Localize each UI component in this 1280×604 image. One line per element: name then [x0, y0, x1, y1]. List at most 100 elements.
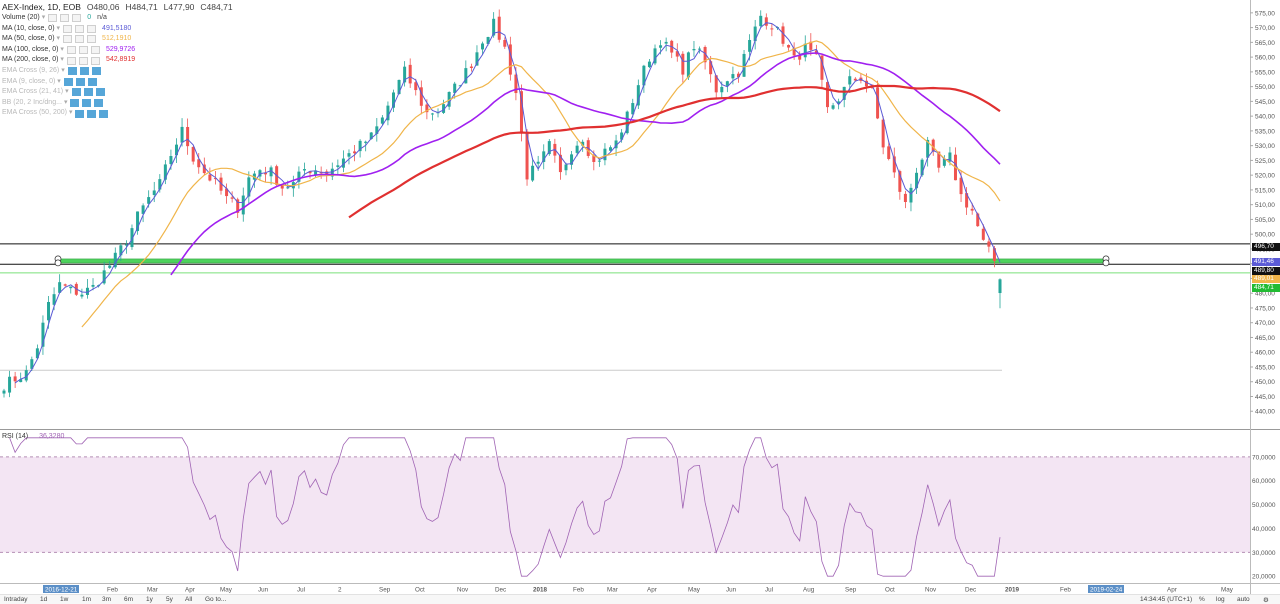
close-icon[interactable]: [95, 88, 105, 97]
ma50-line: [81, 40, 1001, 328]
chevron-down-icon[interactable]: ▾: [56, 35, 61, 43]
candle-body: [408, 64, 412, 84]
close-icon[interactable]: [90, 46, 100, 55]
chevron-down-icon[interactable]: ▾: [68, 109, 73, 117]
eye-icon[interactable]: [63, 35, 73, 44]
candle-body: [141, 205, 145, 214]
eye-icon[interactable]: [71, 88, 81, 97]
eye-icon[interactable]: [75, 109, 85, 118]
indicator-label[interactable]: EMA Cross (21, 41): [2, 88, 64, 96]
candle-body: [631, 103, 635, 115]
indicator-row[interactable]: Volume (20) ▾ 0 n/a: [2, 13, 233, 24]
indicator-label[interactable]: EMA Cross (50, 200): [2, 109, 67, 117]
indicator-label[interactable]: MA (50, close, 0): [2, 35, 55, 43]
log-toggle[interactable]: log: [1216, 596, 1225, 603]
chart-legend: AEX-Index, 1D, EOB O480,06 H484,71 L477,…: [2, 1, 233, 119]
indicator-label[interactable]: MA (100, close, 0): [2, 45, 59, 53]
indicator-row[interactable]: MA (100, close, 0) ▾ 529,9726: [2, 45, 233, 56]
settings-icon[interactable]: [83, 88, 93, 97]
chevron-down-icon[interactable]: ▾: [41, 14, 46, 21]
auto-toggle[interactable]: auto: [1237, 596, 1250, 603]
candle-body: [186, 126, 190, 147]
candle-body: [920, 159, 924, 176]
candle-body: [41, 322, 45, 347]
chevron-down-icon[interactable]: ▾: [60, 45, 64, 53]
indicator-row[interactable]: MA (50, close, 0) ▾ 512,1910: [2, 34, 233, 45]
indicator-label[interactable]: BB (20, 2 Inc/dng...: [2, 98, 62, 106]
chevron-down-icon[interactable]: ▾: [63, 98, 68, 106]
time-tick-label: Jun: [258, 587, 269, 594]
close-icon[interactable]: [94, 99, 104, 108]
close-icon[interactable]: [87, 24, 97, 33]
indicator-label[interactable]: MA (200, close, 0): [2, 56, 59, 64]
indicator-label[interactable]: MA (10, close, 0): [2, 24, 55, 32]
indicator-row[interactable]: EMA Cross (21, 41) ▾: [2, 87, 233, 98]
close-icon[interactable]: [87, 35, 97, 44]
indicator-value: 512,1910: [102, 35, 132, 43]
indicator-row[interactable]: MA (10, close, 0) ▾ 491,5180: [2, 24, 233, 35]
close-icon[interactable]: [90, 56, 100, 65]
settings-icon[interactable]: [79, 67, 89, 76]
clock[interactable]: 14:34:45 (UTC+1): [1140, 596, 1193, 603]
range-button[interactable]: 1y: [146, 596, 153, 603]
eye-icon[interactable]: [63, 77, 73, 86]
range-button[interactable]: All: [185, 596, 193, 603]
range-button[interactable]: 3m: [102, 596, 112, 603]
eye-icon[interactable]: [63, 24, 73, 33]
indicator-label[interactable]: Volume (20): [2, 14, 40, 21]
chevron-down-icon[interactable]: ▾: [61, 66, 65, 74]
settings-icon[interactable]: [60, 14, 70, 23]
gear-icon[interactable]: ⚙: [1263, 597, 1269, 604]
candle-body: [302, 169, 306, 171]
symbol-title[interactable]: AEX-Index, 1D, EOB: [2, 1, 81, 12]
candle-body: [547, 141, 551, 155]
rsi-tick-label: 30,0000: [1252, 550, 1276, 557]
range-button[interactable]: Go to...: [205, 596, 227, 603]
indicator-label[interactable]: EMA Cross (9, 26): [2, 66, 60, 74]
range-button[interactable]: Intraday: [4, 596, 28, 603]
range-button[interactable]: 5y: [166, 596, 173, 603]
price-tick-label: 500,00: [1255, 232, 1275, 239]
chevron-down-icon[interactable]: ▾: [60, 56, 64, 64]
candle-body: [647, 61, 651, 68]
candle-body: [330, 168, 334, 177]
rsi-label[interactable]: RSI (14): [2, 433, 29, 440]
eye-icon[interactable]: [66, 46, 76, 55]
candle-body: [364, 141, 368, 143]
range-button[interactable]: 6m: [124, 596, 134, 603]
time-tick-label: 2018: [533, 587, 548, 594]
settings-icon[interactable]: [75, 24, 85, 33]
settings-icon[interactable]: [78, 56, 88, 65]
price-tick-label: 505,00: [1255, 217, 1275, 224]
chevron-down-icon[interactable]: ▾: [65, 88, 69, 96]
eye-icon[interactable]: [67, 67, 77, 76]
indicator-label[interactable]: EMA (9, close, 0): [2, 77, 56, 85]
range-button[interactable]: 1d: [40, 596, 48, 603]
indicator-row[interactable]: BB (20, 2 Inc/dng... ▾: [2, 98, 233, 109]
percent-toggle[interactable]: %: [1199, 596, 1205, 603]
range-button[interactable]: 1w: [60, 596, 69, 603]
range-button[interactable]: 1m: [82, 596, 92, 603]
close-icon[interactable]: [87, 77, 97, 86]
price-tick-label: 515,00: [1255, 187, 1275, 194]
indicator-row[interactable]: EMA Cross (50, 200) ▾: [2, 108, 233, 119]
chevron-down-icon[interactable]: ▾: [57, 77, 61, 85]
price-tag: 496,70: [1252, 243, 1280, 251]
indicator-row[interactable]: EMA Cross (9, 26) ▾: [2, 66, 233, 77]
candle-body: [169, 156, 173, 165]
settings-icon[interactable]: [78, 46, 88, 55]
settings-icon[interactable]: [82, 99, 92, 108]
eye-icon[interactable]: [70, 99, 80, 108]
indicator-row[interactable]: EMA (9, close, 0) ▾: [2, 77, 233, 88]
eye-icon[interactable]: [66, 56, 76, 65]
close-icon[interactable]: [72, 14, 82, 23]
close-icon[interactable]: [99, 109, 109, 118]
settings-icon[interactable]: [75, 77, 85, 86]
eye-icon[interactable]: [48, 14, 58, 23]
chevron-down-icon[interactable]: ▾: [56, 24, 61, 32]
indicator-row[interactable]: MA (200, close, 0) ▾ 542,8919: [2, 55, 233, 66]
settings-icon[interactable]: [75, 35, 85, 44]
close-icon[interactable]: [91, 67, 101, 76]
settings-icon[interactable]: [87, 109, 97, 118]
